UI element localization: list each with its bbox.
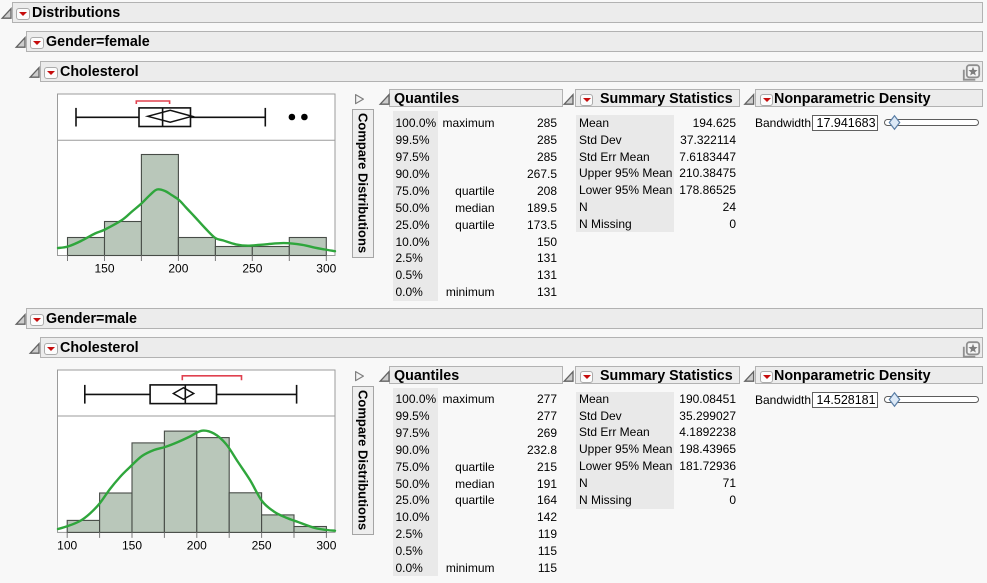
svg-text:100: 100	[57, 539, 77, 553]
svg-text:150: 150	[122, 539, 142, 553]
svg-text:150: 150	[94, 262, 114, 276]
svg-text:250: 250	[252, 539, 272, 553]
svg-text:200: 200	[187, 539, 207, 553]
svg-text:300: 300	[316, 262, 336, 276]
svg-text:250: 250	[242, 262, 262, 276]
svg-text:300: 300	[316, 539, 336, 553]
svg-text:200: 200	[168, 262, 188, 276]
